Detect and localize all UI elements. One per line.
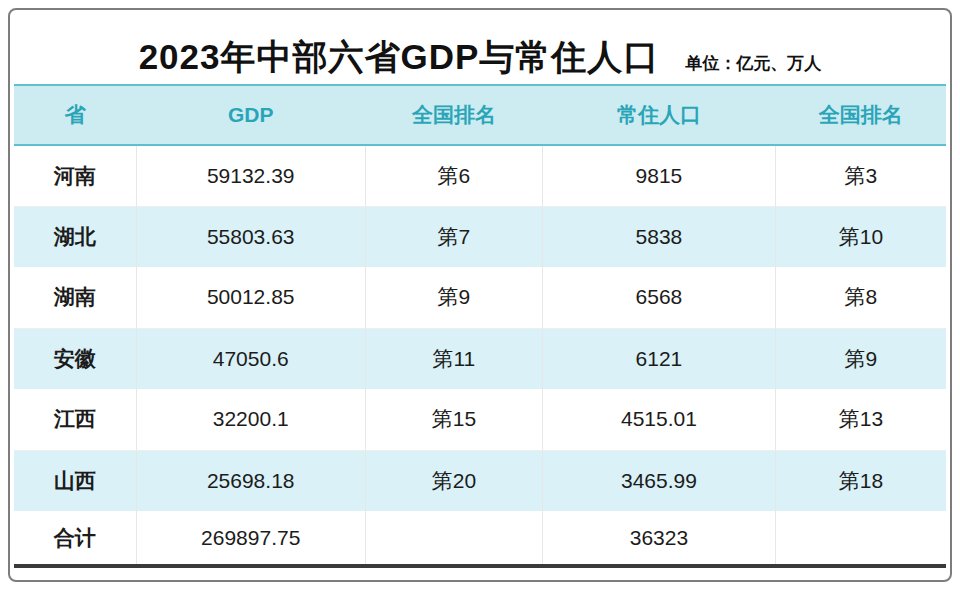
population-cell: 9815: [542, 145, 775, 206]
gdp-total-cell: 269897.75: [136, 511, 365, 566]
gdp-rank-cell: 第6: [365, 145, 542, 206]
column-header-gdp-rank: 全国排名: [365, 85, 542, 145]
column-header-population-rank: 全国排名: [775, 85, 946, 145]
column-header-population: 常住人口: [542, 85, 775, 145]
gdp-rank-cell: 第20: [365, 450, 542, 511]
table-row-hubei: 湖北 55803.63 第7 5838 第10: [14, 206, 946, 267]
province-cell: 湖南: [14, 267, 136, 328]
population-rank-cell: 第8: [775, 267, 946, 328]
gdp-cell: 50012.85: [136, 267, 365, 328]
table-card: 2023年中部六省GDP与常住人口 单位：亿元、万人 省 GDP 全国排名 常住…: [8, 8, 952, 582]
gdp-cell: 47050.6: [136, 328, 365, 389]
table-row-total: 合计 269897.75 36323: [14, 511, 946, 566]
table-row-anhui: 安徽 47050.6 第11 6121 第9: [14, 328, 946, 389]
province-cell: 湖北: [14, 206, 136, 267]
population-rank-cell: 第18: [775, 450, 946, 511]
population-rank-cell: 第3: [775, 145, 946, 206]
province-cell: 江西: [14, 389, 136, 450]
column-header-gdp: GDP: [136, 85, 365, 145]
gdp-rank-cell: 第7: [365, 206, 542, 267]
population-total-cell: 36323: [542, 511, 775, 566]
population-cell: 6568: [542, 267, 775, 328]
total-label-cell: 合计: [14, 511, 136, 566]
population-cell: 5838: [542, 206, 775, 267]
province-cell: 安徽: [14, 328, 136, 389]
table-header-row: 省 GDP 全国排名 常住人口 全国排名: [14, 85, 946, 145]
gdp-population-table: 省 GDP 全国排名 常住人口 全国排名 河南 59132.39 第6 9815…: [14, 84, 946, 568]
population-rank-cell: 第9: [775, 328, 946, 389]
gdp-rank-cell: 第15: [365, 389, 542, 450]
gdp-cell: 32200.1: [136, 389, 365, 450]
population-cell: 6121: [542, 328, 775, 389]
population-cell: 3465.99: [542, 450, 775, 511]
table-row-henan: 河南 59132.39 第6 9815 第3: [14, 145, 946, 206]
population-rank-empty-cell: [775, 511, 946, 566]
gdp-cell: 55803.63: [136, 206, 365, 267]
table-row-hunan: 湖南 50012.85 第9 6568 第8: [14, 267, 946, 328]
table-row-shanxi: 山西 25698.18 第20 3465.99 第18: [14, 450, 946, 511]
title-bar: 2023年中部六省GDP与常住人口 单位：亿元、万人: [10, 10, 950, 84]
population-cell: 4515.01: [542, 389, 775, 450]
column-header-province: 省: [14, 85, 136, 145]
gdp-cell: 59132.39: [136, 145, 365, 206]
table-row-jiangxi: 江西 32200.1 第15 4515.01 第13: [14, 389, 946, 450]
population-rank-cell: 第13: [775, 389, 946, 450]
gdp-rank-cell: 第11: [365, 328, 542, 389]
province-cell: 河南: [14, 145, 136, 206]
gdp-cell: 25698.18: [136, 450, 365, 511]
unit-label: 单位：亿元、万人: [685, 52, 821, 75]
province-cell: 山西: [14, 450, 136, 511]
gdp-rank-empty-cell: [365, 511, 542, 566]
page-title: 2023年中部六省GDP与常住人口: [139, 34, 660, 81]
gdp-rank-cell: 第9: [365, 267, 542, 328]
population-rank-cell: 第10: [775, 206, 946, 267]
